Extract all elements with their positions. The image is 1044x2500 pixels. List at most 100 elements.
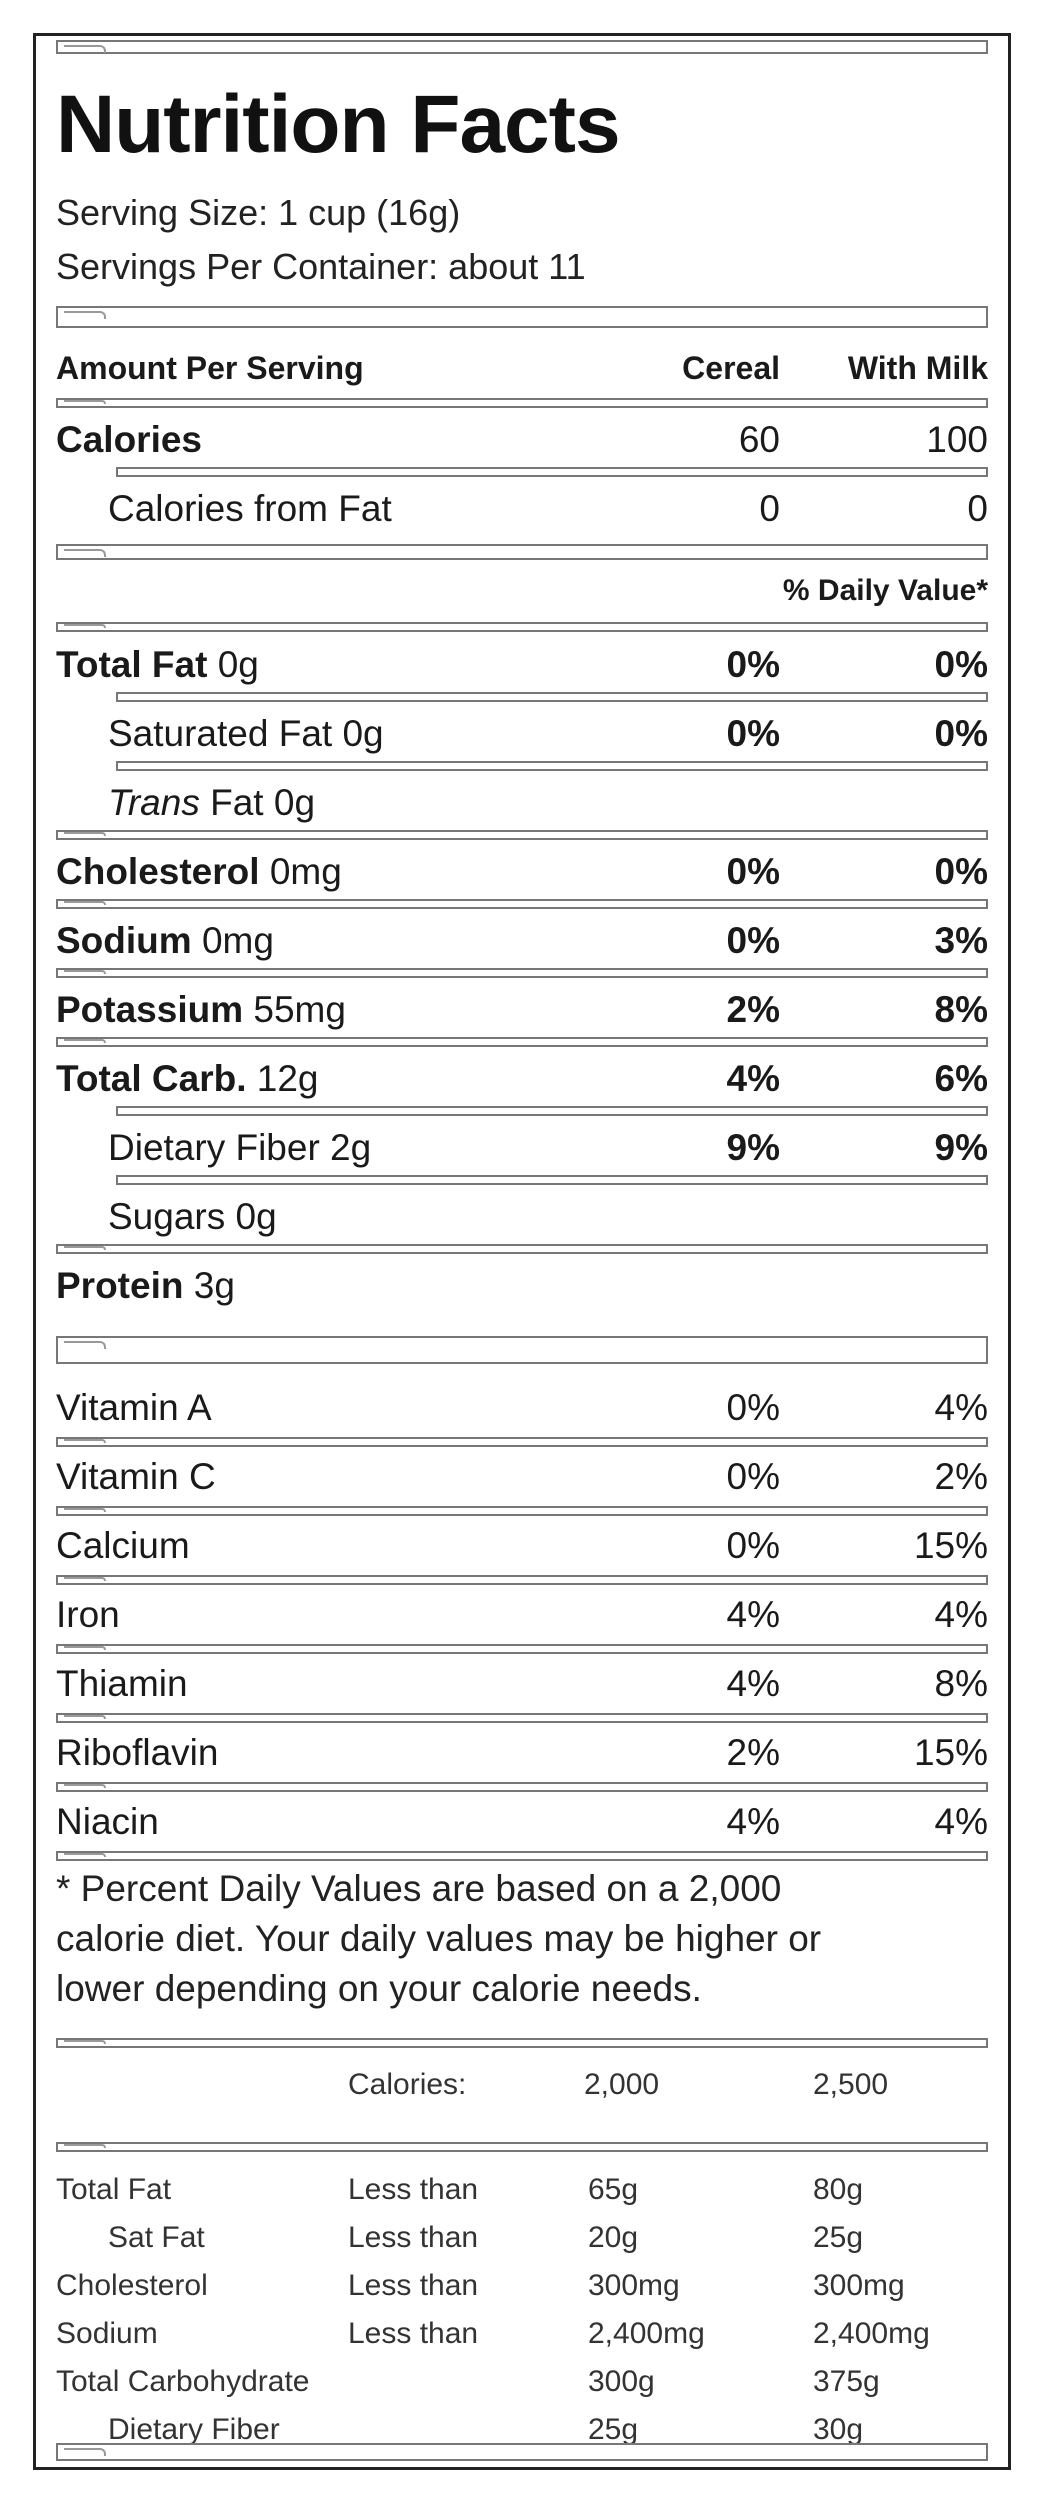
nutrient-name: Protein <box>56 1265 184 1306</box>
divider <box>56 1037 988 1047</box>
amount-per-serving: Amount Per Serving <box>56 350 364 386</box>
vitamin-name: Vitamin A <box>56 1387 212 1428</box>
nutrient-row: Trans Fat 0g <box>56 774 988 830</box>
vitamin-row: Thiamin 4% 8% <box>56 1655 988 1711</box>
dv-table-row-name: Cholesterol <box>56 2269 208 2302</box>
divider <box>56 830 988 840</box>
nutrient-milk-dv: 0% <box>934 644 988 685</box>
vitamin-name: Iron <box>56 1594 120 1635</box>
vitamin-row: Calcium 0% 15% <box>56 1517 988 1573</box>
dv-table-row-v1: 25g <box>588 2413 639 2446</box>
dv-table-row-limit: Less than <box>348 2317 479 2350</box>
nutrient-row: Cholesterol 0mg 0% 0% <box>56 843 988 899</box>
footnote: * Percent Daily Values are based on a 2,… <box>56 1864 988 2014</box>
nutrition-label: Nutrition Facts Serving Size: 1 cup (16g… <box>33 33 1011 2470</box>
dv-table-row-v2: 300mg <box>813 2269 905 2302</box>
vitamin-milk-dv: 8% <box>934 1663 988 1704</box>
col-milk-header: With Milk <box>847 350 988 386</box>
nutrient-row: Protein 3g <box>56 1257 988 1313</box>
vitamin-cereal-dv: 0% <box>726 1387 780 1428</box>
dv-table-row-v2: 375g <box>813 2365 880 2398</box>
vitamin-milk-dv: 4% <box>934 1594 988 1635</box>
dv-table-calories-label: Calories: <box>348 2068 467 2101</box>
divider <box>116 467 988 477</box>
dv-table-row-v2: 30g <box>813 2413 864 2446</box>
vitamin-milk-dv: 2% <box>934 1456 988 1497</box>
vitamin-cereal-dv: 0% <box>726 1456 780 1497</box>
nutrient-milk-dv: 8% <box>934 989 988 1030</box>
nutrient-amount: 3g <box>183 1265 235 1306</box>
dv-table-row-name: Sat Fat <box>108 2221 205 2254</box>
dv-table-row-v2: 80g <box>813 2173 864 2206</box>
nutrient-row: Potassium 55mg 2% 8% <box>56 981 988 1037</box>
nutrient-amount: 0mg <box>191 920 274 961</box>
divider <box>56 1713 988 1723</box>
vitamin-name: Calcium <box>56 1525 190 1566</box>
divider <box>56 1336 988 1364</box>
dv-header-row: % Daily Value* <box>56 566 988 622</box>
vitamin-milk-dv: 4% <box>934 1387 988 1428</box>
vitamin-milk-dv: 4% <box>934 1801 988 1842</box>
bottom-rule <box>56 2443 988 2461</box>
nutrient-row: Dietary Fiber 2g 9% 9% <box>56 1119 988 1175</box>
divider <box>116 761 988 771</box>
nutrient-name: Sodium <box>56 920 192 961</box>
nutrient-cereal-dv: 0% <box>726 920 780 961</box>
nutrient-amount: 0g <box>207 644 259 685</box>
vitamin-cereal-dv: 4% <box>726 1801 780 1842</box>
vitamin-milk-dv: 15% <box>913 1732 988 1773</box>
vitamin-row: Vitamin A 0% 4% <box>56 1379 988 1435</box>
dv-table-row-v1: 65g <box>588 2173 639 2206</box>
dv-table-row-v1: 20g <box>588 2221 639 2254</box>
dv-table-row-name: Total Fat <box>56 2173 172 2206</box>
calories-fat-cereal: 0 <box>759 488 780 529</box>
calories-row: Calories 60 100 <box>56 411 988 467</box>
servings-per-container: Servings Per Container: about 11 <box>56 246 586 287</box>
nutrient-row: Sugars 0g <box>56 1188 988 1244</box>
dv-table-row-name: Dietary Fiber <box>108 2413 280 2446</box>
nutrient-name: Total Fat <box>56 644 208 685</box>
nutrient-cereal-dv: 9% <box>726 1127 780 1168</box>
nutrient-name: Dietary Fiber 2g <box>108 1127 372 1168</box>
vitamin-name: Riboflavin <box>56 1732 219 1773</box>
vitamin-cereal-dv: 2% <box>726 1732 780 1773</box>
nutrient-name: Cholesterol <box>56 851 260 892</box>
nutrient-row: Saturated Fat 0g 0% 0% <box>56 705 988 761</box>
divider <box>56 1782 988 1792</box>
vitamin-row: Vitamin C 0% 2% <box>56 1448 988 1504</box>
daily-value-header: % Daily Value* <box>782 574 988 607</box>
divider <box>56 1851 988 1861</box>
dv-table-row-v1: 300mg <box>588 2269 680 2302</box>
nutrient-name: Total Carb. <box>56 1058 247 1099</box>
nutrient-name: Saturated Fat 0g <box>108 713 384 754</box>
divider <box>56 968 988 978</box>
dv-table-cal-2500: 2,500 <box>813 2068 889 2101</box>
footnote-line: * Percent Daily Values are based on a 2,… <box>56 1868 782 1909</box>
nutrient-amount: Fat 0g <box>199 782 316 823</box>
top-rule <box>56 40 988 54</box>
divider <box>116 1175 988 1185</box>
vitamin-name: Niacin <box>56 1801 159 1842</box>
calories-cereal: 60 <box>738 419 780 460</box>
nutrient-row: Sodium 0mg 0% 3% <box>56 912 988 968</box>
dv-table-row-limit: Less than <box>348 2269 479 2302</box>
vitamin-row: Niacin 4% 4% <box>56 1793 988 1849</box>
divider <box>56 2038 988 2048</box>
calories-fat-row: Calories from Fat 0 0 <box>56 480 988 536</box>
dv-table-cal-2000: 2,000 <box>584 2068 660 2101</box>
footnote-line: lower depending on your calorie needs. <box>56 1968 702 2009</box>
vitamin-name: Vitamin C <box>56 1456 216 1497</box>
vitamin-cereal-dv: 4% <box>726 1663 780 1704</box>
dv-table-row-name: Sodium <box>56 2317 158 2350</box>
dv-table-row-name: Total Carbohydrate <box>56 2365 310 2398</box>
dv-table-row-v1: 300g <box>588 2365 655 2398</box>
divider <box>56 306 988 328</box>
vitamin-row: Riboflavin 2% 15% <box>56 1724 988 1780</box>
dv-table-row-v2: 25g <box>813 2221 864 2254</box>
nutrient-amount: 0mg <box>259 851 342 892</box>
nutrient-milk-dv: 6% <box>934 1058 988 1099</box>
dv-table-row-limit: Less than <box>348 2173 479 2206</box>
serving-size: Serving Size: 1 cup (16g) <box>56 192 461 233</box>
calories-milk: 100 <box>926 419 988 460</box>
calories-fat-milk: 0 <box>967 488 988 529</box>
